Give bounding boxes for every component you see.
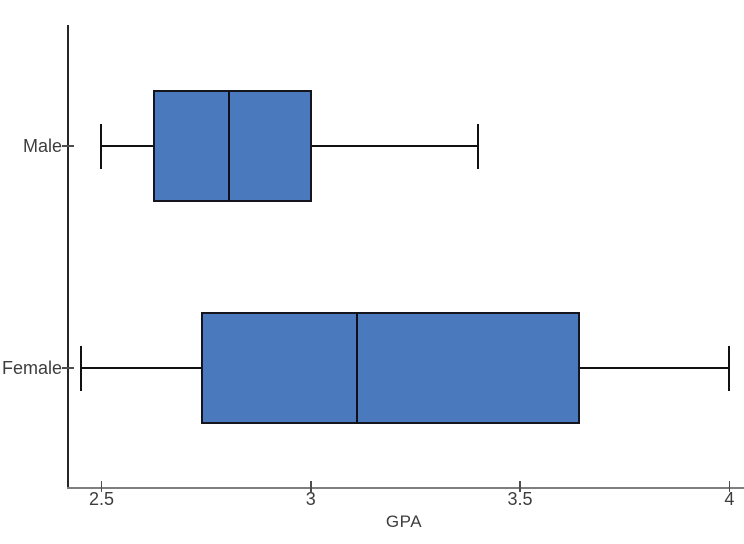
- y-tick-mark: [62, 367, 74, 369]
- whisker-cap-high: [728, 345, 731, 391]
- y-axis-line: [67, 25, 69, 489]
- whisker-cap-low: [100, 123, 103, 169]
- x-axis-line: [67, 487, 744, 489]
- x-tick-label: 4: [724, 489, 735, 509]
- x-axis-title: GPA: [385, 512, 423, 531]
- category-label-female: Female: [1, 358, 62, 378]
- whisker-line-low: [101, 145, 154, 147]
- whisker-cap-high: [477, 123, 480, 169]
- x-tick-mark: [310, 481, 312, 492]
- median-line-female: [355, 313, 359, 423]
- x-tick-label: 3.5: [507, 489, 533, 509]
- x-tick-label: 3: [305, 489, 316, 509]
- category-label-male: Male: [22, 136, 62, 156]
- whisker-line-high: [578, 367, 730, 369]
- box-male: [152, 90, 312, 202]
- median-line-male: [227, 91, 231, 201]
- x-tick-label: 2.5: [88, 489, 114, 509]
- x-tick-mark: [728, 481, 731, 492]
- box-female: [200, 312, 580, 424]
- whisker-cap-low: [79, 345, 82, 391]
- y-tick-mark: [62, 145, 74, 147]
- x-tick-mark: [100, 481, 103, 492]
- x-tick-mark: [519, 481, 521, 492]
- whisker-line-high: [310, 145, 479, 147]
- whisker-line-low: [80, 367, 202, 369]
